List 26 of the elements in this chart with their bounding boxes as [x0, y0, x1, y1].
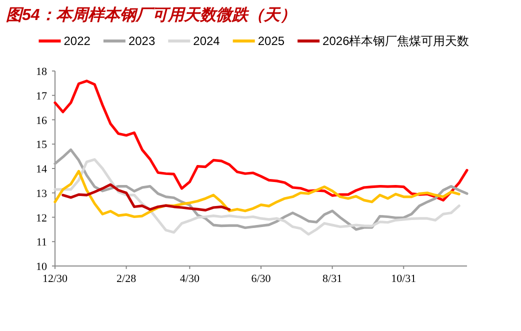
y-tick-label: 10	[36, 261, 48, 273]
line-series	[54, 148, 468, 231]
line-series	[54, 80, 468, 202]
y-tick-label: 14	[36, 164, 48, 176]
x-tick-label: 2/28	[116, 273, 137, 285]
line-series	[54, 170, 460, 218]
x-tick-label: 12/30	[42, 273, 68, 285]
y-tick-label: 16	[36, 114, 48, 127]
x-tick-label: 4/30	[180, 273, 200, 285]
x-tick-label: 6/30	[251, 273, 272, 285]
line-series	[62, 183, 231, 212]
y-tick-label: 18	[36, 66, 48, 78]
x-tick-label: 8/31	[322, 273, 342, 285]
legend-label: 2023	[128, 34, 156, 48]
y-tick-label: 13	[36, 188, 48, 200]
y-tick-label: 12	[36, 212, 47, 224]
legend-label: 2022	[64, 34, 91, 48]
line-series	[54, 158, 460, 236]
x-tick-label: 10/31	[391, 273, 416, 285]
y-tick-label: 11	[36, 236, 47, 249]
y-tick-label: 15	[36, 139, 48, 152]
legend-label: 2025	[258, 34, 285, 48]
legend-label: 2024	[193, 34, 220, 48]
title: 图54：本周样本钢厂可用天数微跌（天）	[6, 7, 296, 24]
y-tick-label: 17	[36, 90, 48, 102]
legend-label: 2026样本钢厂焦煤可用天数	[322, 34, 470, 48]
